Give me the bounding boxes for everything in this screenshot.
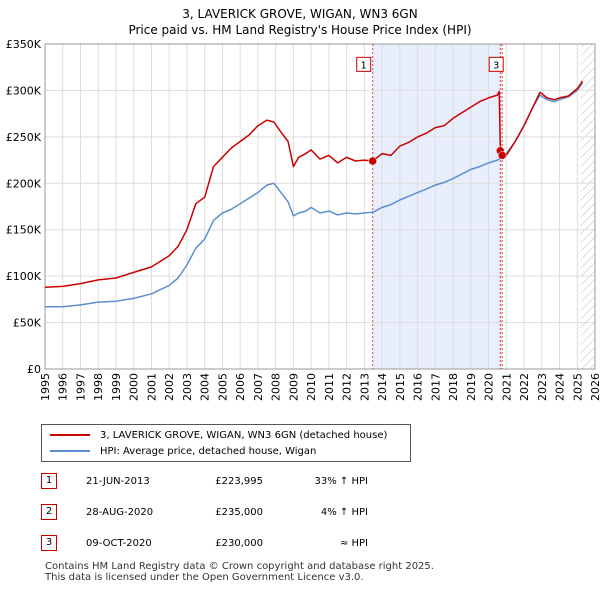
forecast-hatch — [580, 44, 595, 369]
transaction-hpi-comparison: ≈ HPI — [339, 538, 368, 549]
sale-period-shading — [372, 44, 503, 369]
x-tick-label: 2016 — [412, 373, 425, 401]
sale-point — [497, 151, 507, 160]
x-tick-label: 2008 — [270, 373, 283, 401]
x-tick-label: 1996 — [57, 373, 70, 401]
transaction-price: £230,000 — [215, 538, 263, 549]
x-tick-label: 2009 — [287, 373, 300, 401]
copyright-text: Contains HM Land Registry data © Crown c… — [45, 561, 434, 572]
x-tick-label: 2007 — [252, 373, 265, 401]
x-tick-label: 2026 — [589, 373, 600, 401]
x-tick-label: 2021 — [500, 373, 513, 401]
legend: 3, LAVERICK GROVE, WIGAN, WN3 6GN (detac… — [41, 424, 411, 462]
x-tick-label: 2020 — [483, 373, 496, 401]
transaction-date: 28-AUG-2020 — [86, 507, 154, 518]
y-tick-label: £150K — [6, 224, 42, 237]
transaction-number-badge: 3 — [41, 535, 57, 551]
transaction-number-badge: 1 — [41, 473, 57, 489]
x-tick-label: 1997 — [74, 373, 87, 401]
x-tick-label: 2019 — [465, 373, 478, 401]
x-tick-label: 2017 — [429, 373, 442, 401]
table-row: 2 28-AUG-2020 £235,000 4% ↑ HPI — [41, 504, 561, 522]
x-tick-label: 2012 — [341, 373, 354, 401]
x-tick-label: 2002 — [163, 373, 176, 401]
x-tick-label: 2006 — [234, 373, 247, 401]
x-tick-label: 2004 — [199, 373, 212, 401]
licence-text: This data is licensed under the Open Gov… — [45, 572, 364, 583]
legend-label-hpi: HPI: Average price, detached house, Wiga… — [100, 446, 317, 457]
legend-item-hpi: HPI: Average price, detached house, Wiga… — [50, 444, 316, 460]
x-tick-label: 2022 — [518, 373, 531, 401]
y-tick-label: £200K — [6, 177, 42, 190]
x-tick-label: 2018 — [447, 373, 460, 401]
transaction-price: £223,995 — [215, 476, 263, 487]
transaction-date: 09-OCT-2020 — [86, 538, 152, 549]
title-line: 3, LAVERICK GROVE, WIGAN, WN3 6GN — [182, 7, 418, 21]
x-tick-label: 2013 — [358, 373, 371, 401]
legend-swatch-hpi — [50, 450, 90, 452]
y-tick-label: £0 — [27, 363, 41, 376]
sale-marker-box — [356, 56, 372, 72]
x-tick-label: 2014 — [376, 373, 389, 401]
x-tick-label: 1995 — [39, 373, 52, 401]
sale-marker-label: 1 — [361, 60, 367, 71]
y-tick-label: £300K — [6, 84, 42, 97]
y-tick-label: £350K — [6, 38, 42, 51]
sale-marker-label: 3 — [493, 60, 499, 71]
legend-item-property: 3, LAVERICK GROVE, WIGAN, WN3 6GN (detac… — [50, 428, 387, 444]
x-tick-label: 2015 — [394, 373, 407, 401]
x-tick-label: 1999 — [110, 373, 123, 401]
subtitle-line: Price paid vs. HM Land Registry's House … — [128, 23, 472, 37]
table-row: 3 09-OCT-2020 £230,000 ≈ HPI — [41, 535, 561, 553]
x-tick-label: 2024 — [554, 373, 567, 401]
transaction-number-badge: 2 — [41, 504, 57, 520]
footer: Contains HM Land Registry data © Crown c… — [45, 561, 434, 583]
x-tick-label: 2011 — [323, 373, 336, 401]
x-tick-label: 2025 — [571, 373, 584, 401]
transaction-hpi-comparison: 4% ↑ HPI — [320, 507, 368, 518]
transaction-date: 21-JUN-2013 — [86, 476, 150, 487]
price-chart: £0 £50K £100K £150K £200K £250K £300K £350K 1995… — [6, 38, 600, 401]
x-tick-label: 1998 — [92, 373, 105, 401]
plot-area — [45, 44, 595, 369]
y-tick-label: £250K — [6, 131, 42, 144]
x-tick-label: 2023 — [536, 373, 549, 401]
x-tick-label: 2000 — [128, 373, 141, 401]
x-tick-label: 2003 — [181, 373, 194, 401]
transaction-hpi-comparison: 33% ↑ HPI — [314, 476, 368, 487]
sale-marker-box — [488, 56, 504, 72]
x-tick-label: 2010 — [305, 373, 318, 401]
transaction-price: £235,000 — [215, 507, 263, 518]
chart-title: 3, LAVERICK GROVE, WIGAN, WN3 6GN Price … — [0, 6, 600, 38]
sale-point — [368, 156, 377, 166]
plot-border — [44, 43, 596, 370]
legend-swatch-property — [50, 434, 90, 436]
y-tick-label: £100K — [6, 270, 42, 283]
y-tick-label: £50K — [13, 317, 42, 330]
table-row: 1 21-JUN-2013 £223,995 33% ↑ HPI — [41, 473, 561, 491]
x-tick-label: 2005 — [216, 373, 229, 401]
legend-label-property: 3, LAVERICK GROVE, WIGAN, WN3 6GN (detac… — [100, 430, 388, 441]
x-tick-label: 2001 — [145, 373, 158, 401]
